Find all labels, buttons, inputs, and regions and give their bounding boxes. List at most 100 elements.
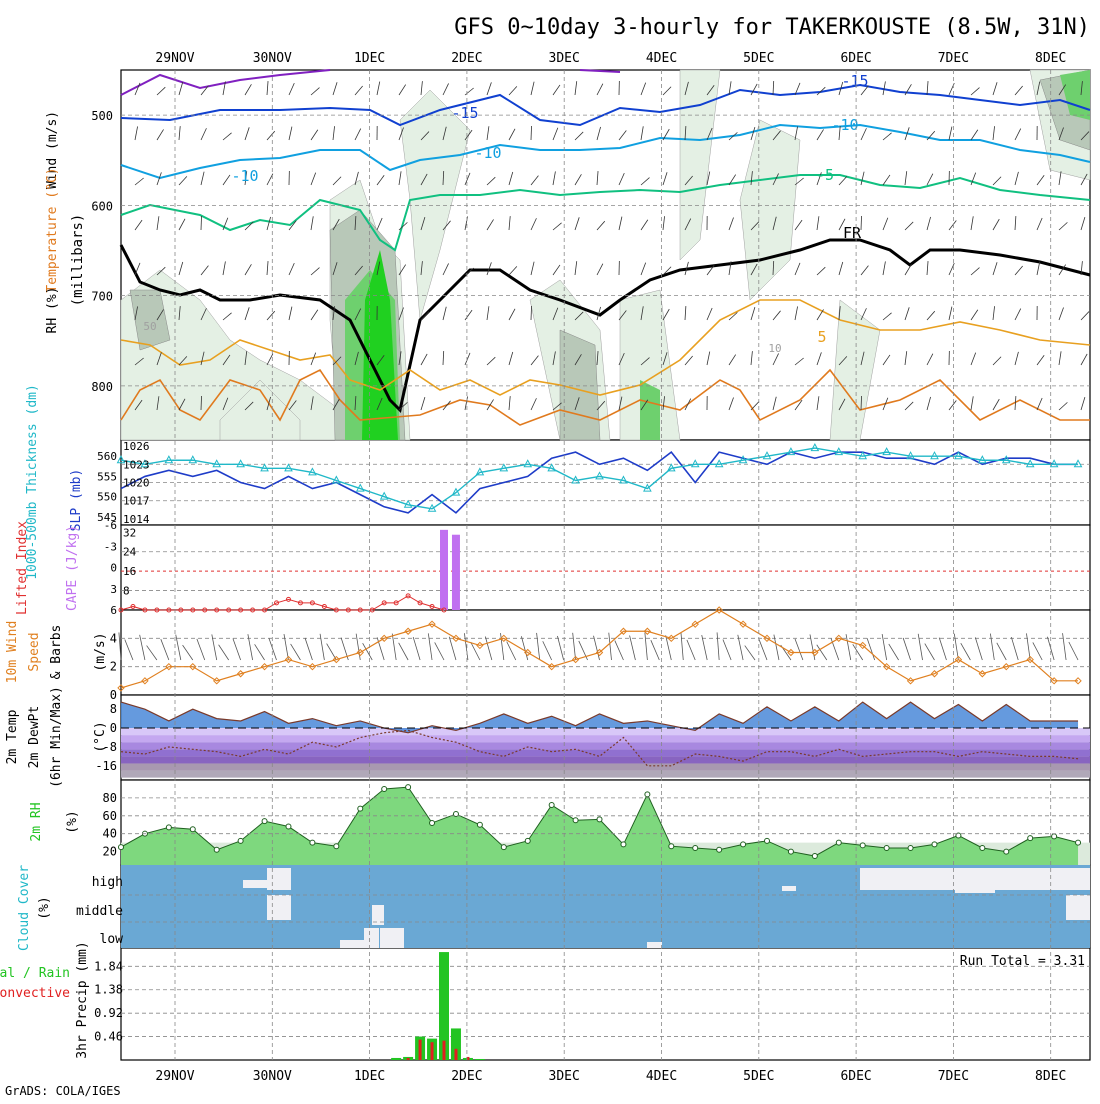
top-day-label: 3DEC — [549, 51, 580, 66]
cloud-fill — [267, 895, 291, 920]
temp-band — [121, 749, 1090, 756]
cloud-fill — [900, 868, 920, 886]
label-lifted-index: Lifted Index — [15, 521, 30, 615]
contour-label: -15 — [841, 72, 868, 90]
cloud-level-label: high — [92, 875, 123, 890]
contour-label: 10 — [768, 342, 781, 355]
rh-tick: 40 — [103, 827, 117, 841]
rh-point — [525, 838, 530, 843]
wind-barb — [531, 306, 532, 320]
temp-band — [121, 756, 1090, 763]
top-day-label: 6DEC — [840, 51, 871, 66]
rh-point — [549, 803, 554, 808]
contour-label: -15 — [451, 104, 478, 122]
contour-label: -5 — [816, 166, 834, 184]
panel-frame-wind — [121, 610, 1090, 695]
rh-point — [166, 825, 171, 830]
precip-tick: 1.38 — [94, 983, 123, 997]
label-precip-total: Total / Rain — [0, 966, 70, 981]
wind-tick: 4 — [110, 631, 117, 645]
wind-tick: 0 — [110, 688, 117, 702]
cloud-fill — [647, 942, 662, 948]
contour-label: FR — [843, 224, 862, 242]
rh-point — [238, 838, 243, 843]
contour-label: -10 — [474, 144, 501, 162]
upper-ytick-label: 500 — [91, 109, 113, 123]
rh-point — [262, 819, 267, 824]
chart-title: GFS 0~10day 3-hourly for TAKERKOUSTE (8.… — [454, 15, 1090, 40]
precip-conv-bar — [454, 1049, 457, 1060]
rh-point — [573, 818, 578, 823]
upper-ytick-label: 600 — [91, 199, 113, 213]
wind-barb — [531, 126, 532, 140]
cape-bar — [452, 535, 460, 610]
slp-tick: 1017 — [123, 495, 150, 508]
bottom-day-label: 3DEC — [549, 1069, 580, 1084]
label-cloud-cover: Cloud Cover — [17, 865, 32, 951]
panel-frame-precip — [121, 948, 1090, 1060]
cloud-fill — [1066, 895, 1090, 920]
top-day-label: 8DEC — [1035, 51, 1066, 66]
label-temp-minmax: (6hr Min/Max) — [49, 686, 64, 788]
wind-barb — [861, 396, 862, 410]
precip-tick: 1.84 — [94, 959, 123, 973]
rh-point — [645, 792, 650, 797]
cloud-fill — [243, 880, 267, 888]
bottom-day-label: 2DEC — [451, 1069, 482, 1084]
label-wind10m-barbs: & Barbs — [49, 625, 64, 680]
rh-point — [430, 820, 435, 825]
temp-band — [121, 735, 1090, 742]
bottom-day-label: 30NOV — [253, 1069, 292, 1084]
rh-point — [1004, 849, 1009, 854]
rh-point — [741, 842, 746, 847]
rh-point — [669, 844, 674, 849]
label-rh2m: 2m RH — [29, 802, 44, 841]
top-day-label: 29NOV — [155, 51, 194, 66]
rh-point — [214, 847, 219, 852]
rh-point — [693, 846, 698, 851]
li-tick: -3 — [104, 540, 117, 553]
rh-point — [812, 854, 817, 859]
rh-point — [477, 822, 482, 827]
precip-total-bar — [475, 1059, 485, 1060]
wind-barb — [201, 216, 202, 230]
rh-point — [621, 842, 626, 847]
rh-point — [932, 842, 937, 847]
rh-point — [334, 844, 339, 849]
label-temp-unit: (°C) — [93, 721, 108, 752]
bottom-day-label: 5DEC — [743, 1069, 774, 1084]
rh-point — [382, 786, 387, 791]
rh-point — [836, 840, 841, 845]
label-wind10m-unit: (m/s) — [93, 632, 108, 671]
label-rh: RH (%) — [45, 287, 60, 334]
rh-point — [765, 838, 770, 843]
temp-band — [121, 742, 1090, 749]
top-day-label: 1DEC — [354, 51, 385, 66]
cloud-fill — [267, 868, 291, 890]
rh-point — [406, 785, 411, 790]
cloud-level-label: low — [100, 932, 124, 947]
label-precip-conv: Convective — [0, 986, 70, 1001]
thickness-tick: 550 — [97, 491, 117, 504]
precip-conv-bar — [419, 1040, 422, 1060]
label-slp: SLP (mb) — [69, 469, 84, 532]
rh-point — [119, 845, 124, 850]
precip-tick: 0.46 — [94, 1030, 123, 1044]
rh-tick: 80 — [103, 791, 117, 805]
precip-conv-bar — [431, 1042, 434, 1060]
bottom-day-label: 4DEC — [646, 1069, 677, 1084]
thickness-tick: 560 — [97, 450, 117, 463]
rh-point — [860, 843, 865, 848]
contour-label: 5 — [817, 328, 826, 346]
rh-point — [980, 846, 985, 851]
temp-tick: 0 — [110, 721, 117, 735]
cloud-fill — [364, 928, 379, 948]
top-day-label: 2DEC — [451, 51, 482, 66]
label-temp2m: 2m Temp — [5, 709, 20, 764]
li-tick: 6 — [110, 604, 117, 617]
label-cloud-unit: (%) — [37, 896, 52, 919]
